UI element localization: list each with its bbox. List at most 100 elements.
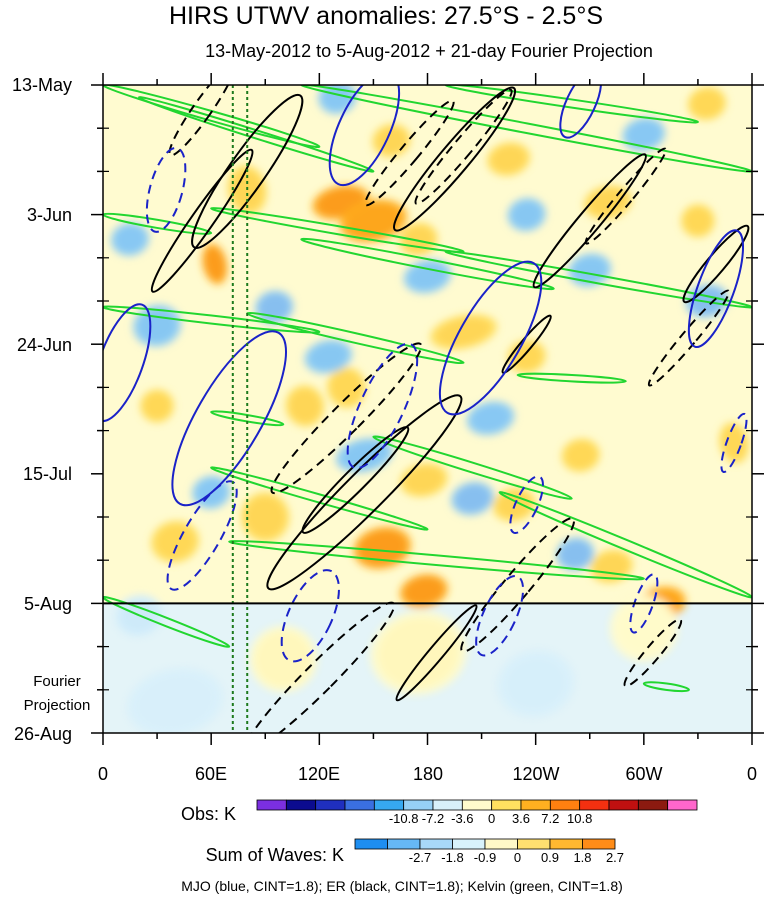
anomaly-blob (369, 610, 468, 696)
waves-colorbar-tick-label: -0.9 (474, 850, 496, 865)
waves-colorbar-tick-label: -2.7 (409, 850, 431, 865)
er-contour (623, 618, 683, 688)
waves-colorbar-swatch (419, 838, 453, 850)
contour-legend: MJO (blue, CINT=1.8); ER (black, CINT=1.… (181, 878, 623, 894)
x-tick-label: 60W (625, 764, 662, 784)
er-contours (150, 85, 750, 733)
kelvin-contours (103, 85, 752, 693)
obs-colorbar-swatch (285, 799, 317, 811)
y-tick-label: 24-Jun (17, 335, 72, 355)
anomaly-blob (403, 259, 452, 294)
obs-colorbar-swatch (491, 799, 522, 811)
waves-colorbar-swatch (517, 838, 551, 850)
anomaly-blob (609, 594, 679, 662)
y-tick-label: 13-May (12, 75, 72, 95)
axis-ticks (91, 73, 764, 745)
obs-colorbar-tick-label: -10.8 (389, 811, 419, 826)
anomaly-blob (429, 313, 498, 350)
waves-colorbar-swatches (354, 838, 616, 850)
anomaly-blob (326, 366, 367, 409)
obs-colorbar-label: Obs: K (181, 804, 236, 824)
kelvin-contour (444, 250, 752, 309)
er-contour (460, 517, 576, 653)
er-contour (395, 604, 478, 702)
er-contour (266, 394, 463, 591)
mjo-contour (280, 569, 340, 663)
obs-colorbar-tick-label: 0 (488, 811, 495, 826)
anomaly-blob (304, 339, 353, 374)
er-contour (270, 342, 423, 495)
plot-area (91, 73, 764, 745)
waves-colorbar-label: Sum of Waves: K (206, 845, 344, 865)
x-tick-label: 180 (413, 764, 443, 784)
obs-colorbar-swatch (461, 799, 493, 811)
anomaly-blob (240, 491, 290, 543)
kelvin-contour (138, 96, 375, 173)
er-contour (393, 86, 517, 232)
reference-longitude-lines (231, 85, 249, 733)
obs-colorbar-swatches (256, 799, 698, 811)
anomaly-blob (561, 438, 601, 473)
y-tick-label: 15-Jul (23, 464, 72, 484)
mjo-contour (475, 574, 525, 657)
er-contour (414, 88, 513, 205)
anomaly-blob (496, 649, 575, 718)
er-contour (501, 314, 552, 374)
waves-colorbar-tick-label: 0 (514, 850, 521, 865)
waves-colorbar-swatch (549, 838, 583, 850)
waves-colorbar-tick-labels: -2.7 -1.8 -0.9 0 0.9 1.8 2.7 (409, 850, 624, 865)
mjo-contour (328, 85, 401, 187)
projection-label-line2: Projection (24, 697, 91, 714)
anomaly-blob (507, 197, 547, 232)
kelvin-contour (228, 540, 645, 581)
waves-colorbar-tick-label: -1.8 (441, 850, 463, 865)
obs-colorbar-swatch (373, 799, 405, 811)
anomaly-blob (399, 573, 449, 609)
y-tick-label: 5-Aug (24, 594, 72, 614)
kelvin-contour (300, 237, 555, 291)
y-axis-labels: 13-May 3-Jun 24-Jun 15-Jul 5-Aug 26-Aug … (12, 75, 90, 744)
anomaly-blob (687, 86, 727, 121)
anomaly-blob (202, 243, 228, 285)
obs-colorbar-tick-labels: -10.8 -7.2 -3.6 0 3.6 7.2 10.8 (389, 811, 592, 826)
obs-colorbar-swatch (608, 799, 639, 811)
obs-colorbar: Obs: K -10.8 -7.2 -3.6 0 3.6 7.2 10.8 (181, 799, 698, 826)
x-tick-label: 60E (195, 764, 227, 784)
mjo-contour (629, 573, 659, 634)
projection-label-line1: Fourier (33, 673, 81, 690)
waves-colorbar-swatch (354, 838, 388, 850)
mjo-contour (509, 475, 544, 534)
er-contour (191, 93, 304, 249)
x-tick-label: 120W (512, 764, 559, 784)
y-tick-label: 26-Aug (14, 724, 72, 744)
anomaly-blob (567, 253, 612, 288)
waves-colorbar: Sum of Waves: K -2.7 -1.8 -0.9 0 0.9 1.8 2.7 (206, 838, 624, 865)
x-tick-label: 0 (747, 764, 757, 784)
anomaly-blob (583, 185, 633, 220)
er-contour (364, 99, 455, 207)
er-contour (150, 148, 254, 293)
kelvin-contour (210, 207, 465, 253)
er-contour (301, 426, 410, 534)
mjo-contour (346, 342, 419, 470)
anomaly-blob (466, 401, 515, 436)
obs-colorbar-tick-label: 3.6 (512, 811, 530, 826)
plot-frame (102, 84, 753, 734)
mjo-contour (103, 303, 152, 423)
waves-colorbar-swatch (452, 838, 486, 850)
mjo-contour (687, 229, 745, 348)
anomaly-blob (555, 537, 595, 571)
mjo-contour (438, 260, 543, 416)
waves-colorbar-swatch (387, 838, 421, 850)
anomaly-blob (339, 199, 408, 243)
x-axis-labels: 0 60E 120E 180 120W 60W 0 (98, 764, 757, 784)
anomaly-blob (680, 203, 716, 238)
obs-colorbar-swatch (256, 799, 287, 811)
anomaly-blob (126, 667, 224, 733)
x-tick-label: 0 (98, 764, 108, 784)
kelvin-contour (444, 85, 699, 124)
anomaly-blob (450, 481, 495, 516)
obs-colorbar-tick-label: -3.6 (451, 811, 473, 826)
anomaly-blob (110, 222, 150, 257)
